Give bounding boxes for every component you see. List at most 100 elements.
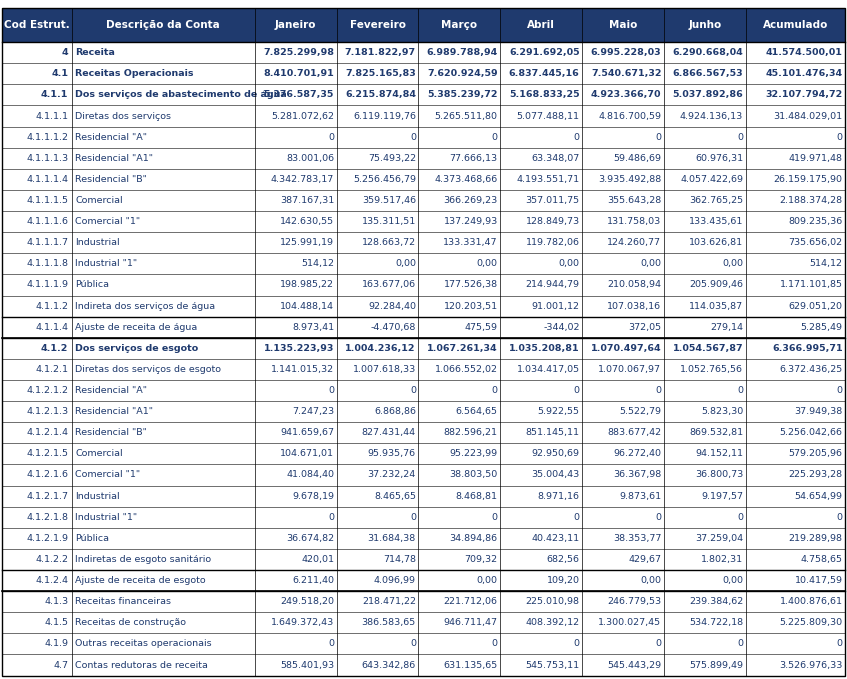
Text: 941.659,67: 941.659,67 xyxy=(280,428,334,437)
Text: 0: 0 xyxy=(410,640,416,648)
Bar xyxy=(2,190,845,211)
Text: Acumulado: Acumulado xyxy=(763,20,828,30)
Text: 1.141.015,32: 1.141.015,32 xyxy=(271,365,334,374)
Text: Industrial "1": Industrial "1" xyxy=(75,513,137,521)
Text: 0: 0 xyxy=(656,132,662,142)
Text: 5.522,79: 5.522,79 xyxy=(619,407,662,416)
Text: 91.001,12: 91.001,12 xyxy=(532,301,579,310)
Text: 3.935.492,88: 3.935.492,88 xyxy=(598,175,662,184)
Text: 429,67: 429,67 xyxy=(628,555,662,564)
Text: 96.272,40: 96.272,40 xyxy=(613,449,662,458)
Text: 119.782,06: 119.782,06 xyxy=(525,238,579,247)
Text: Contas redutoras de receita: Contas redutoras de receita xyxy=(75,661,208,669)
Text: 7.825.299,98: 7.825.299,98 xyxy=(263,48,334,57)
Text: 4.1.1.1.3: 4.1.1.1.3 xyxy=(26,153,69,163)
Text: 419.971,48: 419.971,48 xyxy=(789,153,843,163)
Text: 219.289,98: 219.289,98 xyxy=(789,534,843,543)
Text: 249.518,20: 249.518,20 xyxy=(280,598,334,606)
Text: 4.1: 4.1 xyxy=(52,69,69,78)
Text: 0,00: 0,00 xyxy=(395,259,416,268)
Bar xyxy=(2,507,845,528)
Text: 38.803,50: 38.803,50 xyxy=(450,471,498,479)
Text: Industrial "1": Industrial "1" xyxy=(75,259,137,268)
Text: 0: 0 xyxy=(737,386,743,395)
Text: Fevereiro: Fevereiro xyxy=(350,20,406,30)
Text: 5.037.892,86: 5.037.892,86 xyxy=(673,90,743,99)
Text: 735.656,02: 735.656,02 xyxy=(789,238,843,247)
Bar xyxy=(2,63,845,84)
Text: 3.526.976,33: 3.526.976,33 xyxy=(779,661,843,669)
Text: 1.034.417,05: 1.034.417,05 xyxy=(517,365,579,374)
Text: 4.373.468,66: 4.373.468,66 xyxy=(435,175,498,184)
Text: 0: 0 xyxy=(573,640,579,648)
Text: 4.057.422,69: 4.057.422,69 xyxy=(680,175,743,184)
Text: 10.417,59: 10.417,59 xyxy=(794,576,843,585)
Text: 0: 0 xyxy=(656,386,662,395)
Text: 5.376.587,35: 5.376.587,35 xyxy=(263,90,334,99)
Text: 514,12: 514,12 xyxy=(301,259,334,268)
Text: 124.260,77: 124.260,77 xyxy=(607,238,662,247)
Text: 26.159.175,90: 26.159.175,90 xyxy=(774,175,843,184)
Text: 218.471,22: 218.471,22 xyxy=(362,598,416,606)
Text: 221.712,06: 221.712,06 xyxy=(444,598,498,606)
Text: 5.823,30: 5.823,30 xyxy=(701,407,743,416)
Text: 120.203,51: 120.203,51 xyxy=(444,301,498,310)
Text: Receitas financeiras: Receitas financeiras xyxy=(75,598,171,606)
Text: Ajuste de receita de água: Ajuste de receita de água xyxy=(75,323,197,331)
Text: 6.291.692,05: 6.291.692,05 xyxy=(509,48,579,57)
Bar xyxy=(2,443,845,464)
Text: 5.285,49: 5.285,49 xyxy=(800,323,843,331)
Text: 4.1.1.1.9: 4.1.1.1.9 xyxy=(26,280,69,289)
Text: 4.1.2.1.2: 4.1.2.1.2 xyxy=(26,386,69,395)
Text: 6.290.668,04: 6.290.668,04 xyxy=(673,48,743,57)
Text: Pública: Pública xyxy=(75,534,109,543)
Text: 4.1.1.1: 4.1.1.1 xyxy=(36,111,69,120)
Text: 7.825.165,83: 7.825.165,83 xyxy=(345,69,416,78)
Text: 4.1.2.4: 4.1.2.4 xyxy=(36,576,69,585)
Text: 4.1.1.1.6: 4.1.1.1.6 xyxy=(26,217,69,226)
Text: 0,00: 0,00 xyxy=(640,259,662,268)
Text: 0: 0 xyxy=(573,513,579,521)
Text: 0: 0 xyxy=(837,640,843,648)
Text: 125.991,19: 125.991,19 xyxy=(280,238,334,247)
Bar xyxy=(2,126,845,148)
Text: 128.663,72: 128.663,72 xyxy=(362,238,416,247)
Text: 2.188.374,28: 2.188.374,28 xyxy=(779,196,843,205)
Text: 9.197,57: 9.197,57 xyxy=(701,492,743,500)
Text: 4.1.1: 4.1.1 xyxy=(41,90,69,99)
Text: 0: 0 xyxy=(410,513,416,521)
Bar xyxy=(2,274,845,295)
Text: 4.1.1.1.7: 4.1.1.1.7 xyxy=(26,238,69,247)
Bar xyxy=(2,232,845,253)
Text: Residencial "A": Residencial "A" xyxy=(75,386,147,395)
Text: 0: 0 xyxy=(837,513,843,521)
Text: 45.101.476,34: 45.101.476,34 xyxy=(766,69,843,78)
Text: 131.758,03: 131.758,03 xyxy=(607,217,662,226)
Text: 1.052.765,56: 1.052.765,56 xyxy=(680,365,743,374)
Text: 5.256.042,66: 5.256.042,66 xyxy=(780,428,843,437)
Text: 0: 0 xyxy=(656,640,662,648)
Text: 225.293,28: 225.293,28 xyxy=(789,471,843,479)
Text: 1.067.261,34: 1.067.261,34 xyxy=(427,344,498,353)
Text: 95.935,76: 95.935,76 xyxy=(368,449,416,458)
Text: Comercial "1": Comercial "1" xyxy=(75,217,141,226)
Text: 514,12: 514,12 xyxy=(810,259,843,268)
Bar xyxy=(2,655,845,676)
Bar xyxy=(2,337,845,359)
Text: 104.671,01: 104.671,01 xyxy=(280,449,334,458)
Text: 5.385.239,72: 5.385.239,72 xyxy=(427,90,498,99)
Text: 0: 0 xyxy=(410,132,416,142)
Text: 1.171.101,85: 1.171.101,85 xyxy=(780,280,843,289)
Text: 83.001,06: 83.001,06 xyxy=(286,153,334,163)
Text: 359.517,46: 359.517,46 xyxy=(362,196,416,205)
Text: 4.1.2.1.6: 4.1.2.1.6 xyxy=(26,471,69,479)
Text: 0: 0 xyxy=(328,386,334,395)
Text: 7.540.671,32: 7.540.671,32 xyxy=(591,69,662,78)
Text: 92.950,69: 92.950,69 xyxy=(532,449,579,458)
Text: 709,32: 709,32 xyxy=(465,555,498,564)
Text: Ajuste de receita de esgoto: Ajuste de receita de esgoto xyxy=(75,576,206,585)
Text: 133.331,47: 133.331,47 xyxy=(443,238,498,247)
Text: 4.924.136,13: 4.924.136,13 xyxy=(680,111,743,120)
Text: 6.372.436,25: 6.372.436,25 xyxy=(779,365,843,374)
Text: 5.265.511,80: 5.265.511,80 xyxy=(435,111,498,120)
